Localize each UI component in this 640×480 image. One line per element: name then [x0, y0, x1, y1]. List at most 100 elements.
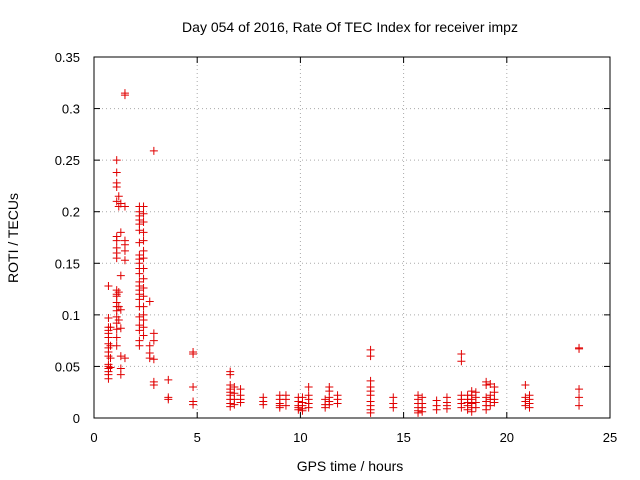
data-point: [106, 354, 115, 363]
data-point: [139, 218, 148, 227]
data-point: [490, 398, 499, 407]
y-tick-label: 0.1: [62, 308, 80, 323]
data-point: [575, 344, 584, 353]
data-point: [521, 401, 530, 410]
data-point: [575, 385, 584, 394]
y-tick-label: 0.35: [55, 50, 80, 65]
data-point: [120, 91, 129, 100]
axis-ticks: [93, 56, 611, 419]
data-points: [104, 89, 584, 417]
data-point: [139, 264, 148, 273]
data-point: [145, 297, 154, 306]
grid-lines: [94, 57, 610, 418]
data-point: [104, 281, 113, 290]
data-point: [112, 236, 121, 245]
data-point: [116, 324, 125, 333]
data-point: [457, 403, 466, 412]
data-point: [230, 400, 239, 409]
data-point: [114, 316, 123, 325]
data-point: [457, 350, 466, 359]
data-point: [139, 246, 148, 255]
x-tick-label: 0: [90, 430, 97, 445]
data-point: [321, 403, 330, 412]
data-point: [139, 202, 148, 211]
data-point: [145, 354, 154, 363]
data-point: [116, 370, 125, 379]
y-tick-label: 0.05: [55, 359, 80, 374]
data-point: [281, 401, 290, 410]
data-point: [226, 402, 235, 411]
data-point: [135, 326, 144, 335]
data-point: [139, 316, 148, 325]
x-tick-label: 25: [603, 430, 617, 445]
data-point: [116, 199, 125, 208]
data-point: [525, 403, 534, 412]
data-point: [294, 405, 303, 414]
data-point: [304, 403, 313, 412]
data-point: [145, 341, 154, 350]
data-point: [463, 405, 472, 414]
data-point: [366, 408, 375, 417]
y-tick-label: 0.15: [55, 256, 80, 271]
data-point: [418, 407, 427, 416]
data-point: [112, 156, 121, 165]
data-point: [112, 341, 121, 350]
x-tick-label: 20: [500, 430, 514, 445]
data-point: [139, 323, 148, 332]
data-point: [135, 295, 144, 304]
data-point: [139, 274, 148, 283]
data-point: [120, 354, 129, 363]
plot-frame: [93, 56, 611, 419]
data-point: [114, 192, 123, 201]
data-point: [112, 325, 121, 334]
data-point: [575, 393, 584, 402]
data-point: [486, 379, 495, 388]
data-point: [135, 269, 144, 278]
data-point: [482, 405, 491, 414]
data-point: [189, 350, 198, 359]
x-tick-label: 15: [396, 430, 410, 445]
data-point: [135, 226, 144, 235]
data-point: [106, 323, 115, 332]
data-point: [575, 401, 584, 410]
data-point: [135, 312, 144, 321]
data-point: [104, 313, 113, 322]
x-tick-label: 10: [293, 430, 307, 445]
data-point: [116, 271, 125, 280]
data-point: [104, 374, 113, 383]
data-point: [164, 375, 173, 384]
data-point: [442, 404, 451, 413]
data-point: [149, 146, 158, 155]
data-point: [139, 284, 148, 293]
data-point: [521, 380, 530, 389]
data-point: [236, 398, 245, 407]
data-point: [275, 403, 284, 412]
data-point: [116, 352, 125, 361]
chart-title: Day 054 of 2016, Rate Of TEC Index for r…: [182, 19, 518, 35]
data-point: [366, 352, 375, 361]
data-point: [116, 305, 125, 314]
y-tick-label: 0.3: [62, 102, 80, 117]
data-point: [135, 341, 144, 350]
data-point: [259, 400, 268, 409]
data-point: [139, 254, 148, 263]
data-point: [112, 254, 121, 263]
tick-labels: 0 5 10 15 20 25 0 0.05 0.1 0.15 0.2 0.25 0.3 0.35: [55, 50, 618, 445]
data-point: [467, 407, 476, 416]
data-point: [457, 357, 466, 366]
data-point: [104, 352, 113, 361]
data-point: [414, 408, 423, 417]
data-point: [149, 380, 158, 389]
x-axis-title: GPS time / hours: [297, 458, 404, 474]
data-point: [164, 395, 173, 404]
data-point: [139, 292, 148, 301]
data-point: [226, 370, 235, 379]
data-point: [139, 209, 148, 218]
data-point: [490, 388, 499, 397]
data-point: [432, 405, 441, 414]
data-point: [139, 331, 148, 340]
data-point: [106, 363, 115, 372]
data-point: [112, 168, 121, 177]
y-tick-label: 0: [73, 411, 80, 426]
